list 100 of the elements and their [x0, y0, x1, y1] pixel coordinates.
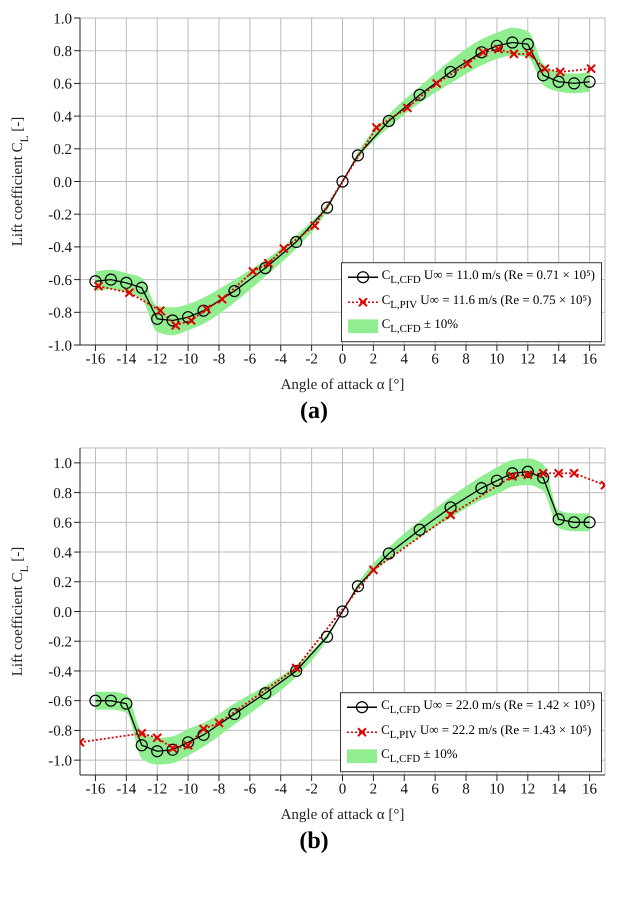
y-tick-label: 0.0 [53, 174, 72, 191]
y-tick-label: -0.6 [48, 694, 72, 710]
point [444, 501, 457, 514]
point [368, 564, 378, 575]
point [104, 694, 117, 707]
point [583, 76, 596, 88]
point [166, 314, 179, 327]
x-tick-label: 2 [370, 352, 378, 368]
point [522, 470, 533, 480]
x-tick-label: 12 [520, 782, 536, 798]
y-tick-label: 0.2 [53, 575, 72, 592]
x-tick-label: 12 [520, 352, 536, 368]
x-tick-label: 0 [338, 782, 346, 798]
point [182, 311, 194, 324]
point [182, 736, 194, 748]
point [136, 728, 147, 738]
point [493, 44, 504, 54]
x-tick-label: -8 [212, 352, 226, 368]
legend-label: C$_{L,CFD}$ U∞ = 11.0 m/s (Re = 0.71 × 10⁵) [382, 266, 595, 288]
point [291, 662, 302, 673]
point [336, 175, 349, 188]
point [228, 284, 241, 298]
point [217, 294, 228, 304]
point [402, 102, 412, 113]
point [263, 258, 274, 268]
annotation: C$_{L,CFD}$ ± 10% [381, 745, 458, 767]
y-tick-label: -0.2 [48, 634, 72, 651]
point [310, 220, 320, 231]
point [522, 38, 534, 50]
point [198, 724, 209, 734]
point [136, 282, 148, 294]
point [320, 202, 334, 214]
point [290, 664, 302, 678]
x-tick-label: -6 [244, 352, 257, 368]
point [568, 77, 580, 90]
point [537, 472, 550, 484]
y-tick-label: -1.0 [48, 753, 72, 770]
point [478, 47, 488, 58]
point [197, 728, 210, 741]
annotation: C$_{L,CFD}$ ± 10% [382, 315, 458, 337]
x-tick-label: 4 [400, 352, 409, 368]
point [414, 88, 426, 101]
x-tick-label: -2 [305, 782, 318, 798]
x-axis-title: Angle of attack α [°] [280, 807, 404, 823]
point [352, 580, 364, 592]
x-tick-label: -10 [178, 782, 198, 798]
point [537, 69, 550, 82]
text: (b) [298, 828, 330, 856]
y-tick-label: 0.0 [53, 604, 72, 621]
point [552, 76, 565, 88]
y-tick-label: 1.0 [53, 11, 72, 28]
point [336, 605, 349, 618]
point [183, 740, 194, 750]
point [248, 266, 258, 276]
x-axis-title: Angle of attack α [°] [280, 377, 404, 393]
y-tick-label: -0.4 [48, 664, 72, 680]
point [538, 468, 548, 478]
point [506, 467, 518, 480]
point [490, 474, 504, 487]
point [136, 739, 148, 752]
point [320, 630, 334, 643]
y-tick-label: -0.2 [48, 208, 72, 224]
point [104, 274, 117, 286]
y-tick-label: 0.8 [53, 486, 72, 502]
point [432, 78, 442, 88]
x-tick-label: 10 [489, 782, 504, 798]
y-tick-label: 0.6 [53, 516, 72, 532]
point [89, 275, 102, 288]
point [414, 524, 426, 536]
x-tick-label: -12 [147, 352, 168, 368]
point [446, 510, 456, 520]
point [568, 516, 580, 528]
legend-label: C$_{L,PIV}$ U∞ = 11.6 m/s (Re = 0.75 × 10⁵) [382, 290, 592, 312]
point [197, 304, 210, 317]
point [151, 312, 164, 325]
point [89, 694, 102, 707]
x-tick-label: -16 [85, 352, 106, 368]
point [569, 468, 580, 478]
point [583, 516, 596, 528]
point [552, 513, 565, 526]
y-tick-label: 1.0 [53, 456, 72, 472]
point [522, 466, 534, 478]
point [382, 547, 395, 560]
point [506, 36, 518, 49]
y-tick-label: -0.4 [48, 240, 72, 256]
x-tick-label: 14 [551, 782, 567, 798]
x-tick-label: 10 [489, 352, 504, 368]
point [352, 149, 364, 162]
x-tick-label: -4 [274, 352, 288, 368]
point [168, 743, 178, 754]
point [462, 58, 473, 69]
point [151, 745, 164, 758]
point [586, 64, 596, 74]
point [278, 244, 289, 254]
x-tick-label: 4 [400, 782, 409, 798]
x-tick-label: 8 [462, 782, 470, 798]
point [475, 482, 488, 494]
point [382, 114, 395, 128]
x-tick-label: -4 [274, 782, 288, 798]
point [555, 66, 566, 77]
